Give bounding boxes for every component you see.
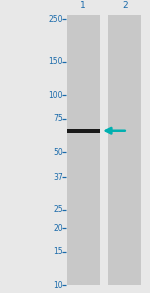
Text: 50: 50 <box>53 148 63 157</box>
Text: 100: 100 <box>49 91 63 100</box>
Text: 1: 1 <box>80 1 86 11</box>
Bar <box>67 15 99 285</box>
Text: 150: 150 <box>49 57 63 66</box>
Bar <box>67 129 99 133</box>
Text: 37: 37 <box>53 173 63 182</box>
Text: 2: 2 <box>122 1 128 11</box>
Text: 250: 250 <box>49 15 63 24</box>
Text: 25: 25 <box>54 205 63 214</box>
Text: 20: 20 <box>54 224 63 233</box>
Text: 10: 10 <box>54 281 63 290</box>
Text: 15: 15 <box>54 247 63 256</box>
Bar <box>108 15 141 285</box>
Text: 75: 75 <box>53 114 63 123</box>
